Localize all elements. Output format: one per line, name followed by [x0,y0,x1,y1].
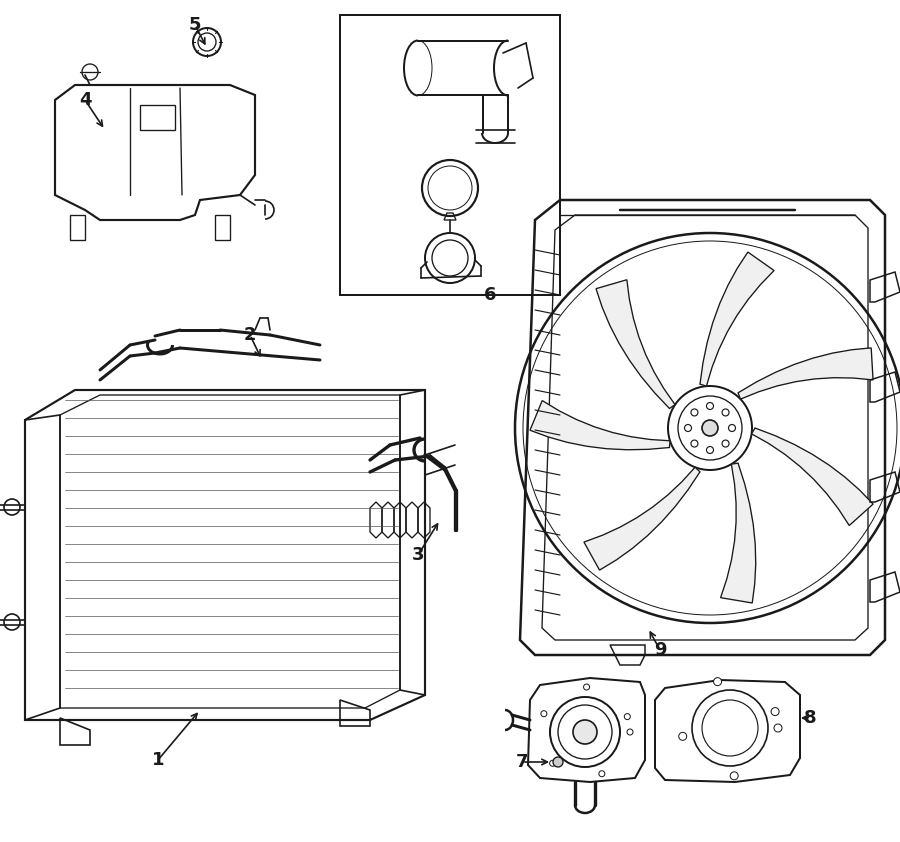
Circle shape [714,678,722,685]
Text: 1: 1 [152,751,165,769]
Circle shape [583,684,590,690]
Text: 9: 9 [653,641,666,659]
Circle shape [706,446,714,454]
Circle shape [627,729,633,735]
Text: 8: 8 [804,709,816,727]
Circle shape [685,424,691,431]
Text: 7: 7 [516,753,528,771]
Circle shape [625,714,630,720]
Circle shape [553,757,563,767]
Bar [140,105,175,130]
Circle shape [771,707,779,716]
Circle shape [691,409,698,416]
Polygon shape [584,467,700,570]
Circle shape [728,424,735,431]
Text: 4: 4 [79,91,91,109]
Text: 3: 3 [412,546,424,564]
Polygon shape [752,428,873,525]
Circle shape [722,409,729,416]
Circle shape [730,772,738,780]
Circle shape [706,402,714,409]
Circle shape [691,440,698,447]
Bar [340,15,560,295]
Polygon shape [596,280,675,408]
Text: 6: 6 [484,286,496,304]
Circle shape [774,724,782,732]
Circle shape [550,760,555,766]
Circle shape [679,733,687,740]
Text: 2: 2 [244,326,256,344]
Polygon shape [721,463,756,603]
Circle shape [598,770,605,776]
Circle shape [541,711,547,717]
Polygon shape [530,401,670,450]
Polygon shape [700,252,774,386]
Circle shape [722,440,729,447]
Circle shape [573,720,597,744]
Circle shape [702,420,718,436]
Polygon shape [738,348,873,399]
Text: 5: 5 [189,16,202,34]
